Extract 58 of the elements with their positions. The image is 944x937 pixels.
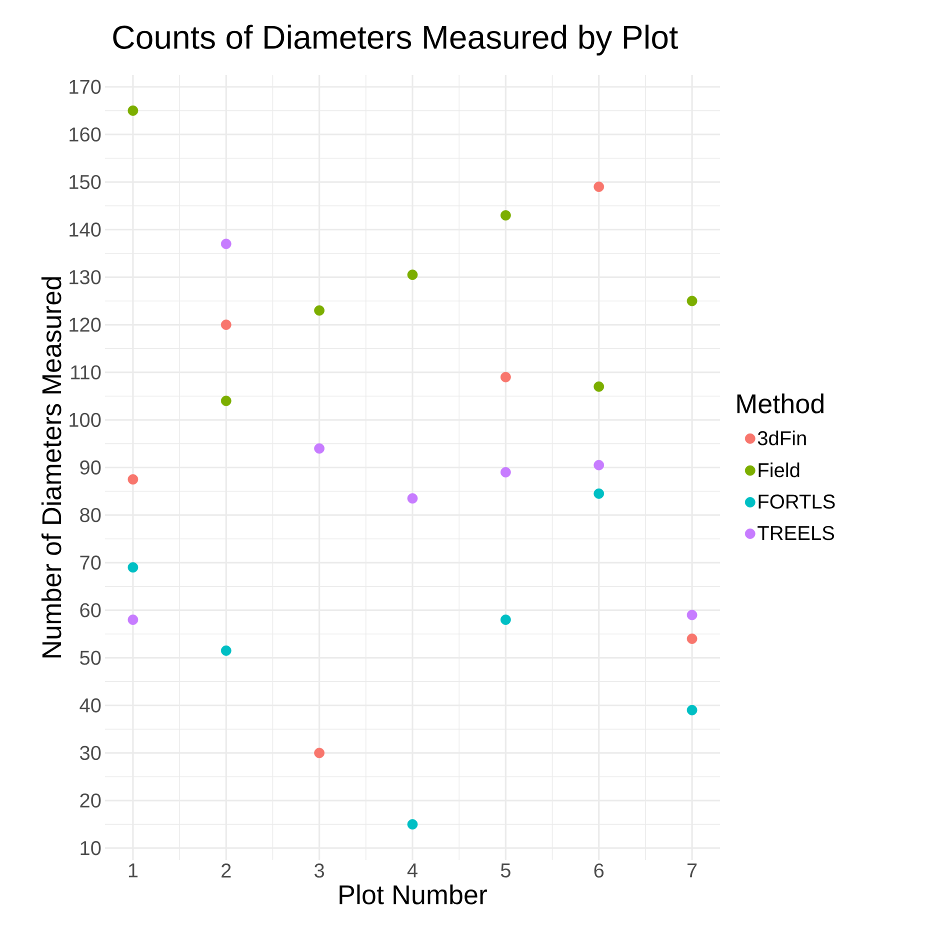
point	[220, 645, 232, 656]
legend-label: TREELS	[758, 526, 834, 540]
y-tick-label: 110	[71, 365, 101, 380]
x-tick-label: 7	[688, 864, 697, 878]
y-tick-label: 50	[80, 650, 101, 665]
y-axis-title: Number of Diameters Measured	[41, 277, 62, 658]
point	[594, 381, 604, 392]
point	[686, 610, 698, 620]
point	[314, 443, 325, 454]
legend-label: FORTLS	[758, 494, 835, 509]
point	[220, 320, 232, 330]
y-tick-label: 40	[80, 698, 101, 712]
point	[407, 819, 418, 830]
y-tick-label: 60	[80, 603, 101, 618]
y-tick-label: 130	[70, 270, 101, 284]
y-tick-label: 20	[80, 793, 101, 808]
legend-title: Method	[737, 394, 824, 414]
y-tick-label: 160	[70, 127, 101, 142]
point	[407, 270, 418, 280]
x-tick-label: 1	[128, 864, 138, 878]
point	[594, 488, 604, 499]
point	[314, 748, 325, 758]
point	[128, 562, 138, 573]
point	[220, 396, 232, 406]
point	[686, 296, 698, 306]
y-tick-label: 30	[80, 746, 101, 760]
point	[594, 182, 604, 192]
point	[686, 634, 698, 644]
y-tick-label: 10	[80, 841, 101, 856]
point	[594, 460, 604, 470]
point	[314, 305, 325, 316]
x-tick-label: 3	[314, 864, 324, 878]
y-tick-label: 70	[80, 556, 101, 570]
point	[128, 614, 138, 625]
point	[128, 474, 138, 485]
x-tick-label: 5	[500, 864, 510, 878]
y-tick-label: 150	[70, 174, 101, 190]
point	[686, 704, 698, 716]
y-tick-label: 120	[70, 318, 101, 332]
legend-label: Field	[758, 462, 800, 478]
point	[500, 210, 511, 221]
point	[220, 238, 232, 250]
y-tick-label: 100	[70, 412, 101, 428]
y-tick-label: 80	[80, 508, 101, 522]
y-tick-label: 170	[70, 80, 101, 94]
point	[128, 105, 138, 116]
point	[500, 467, 511, 478]
legend-label: 3dFin	[758, 430, 806, 446]
point	[500, 614, 511, 625]
x-tick-label: 4	[407, 864, 418, 878]
y-tick-label: 90	[80, 460, 101, 475]
x-axis-title: Plot Number	[340, 884, 488, 904]
x-tick-label: 2	[222, 864, 231, 878]
y-tick-label: 140	[70, 222, 101, 237]
point	[407, 493, 418, 504]
chart-title: Counts of Diameters Measured by Plot	[113, 24, 678, 56]
x-tick-label: 6	[594, 864, 604, 878]
point	[500, 372, 511, 382]
